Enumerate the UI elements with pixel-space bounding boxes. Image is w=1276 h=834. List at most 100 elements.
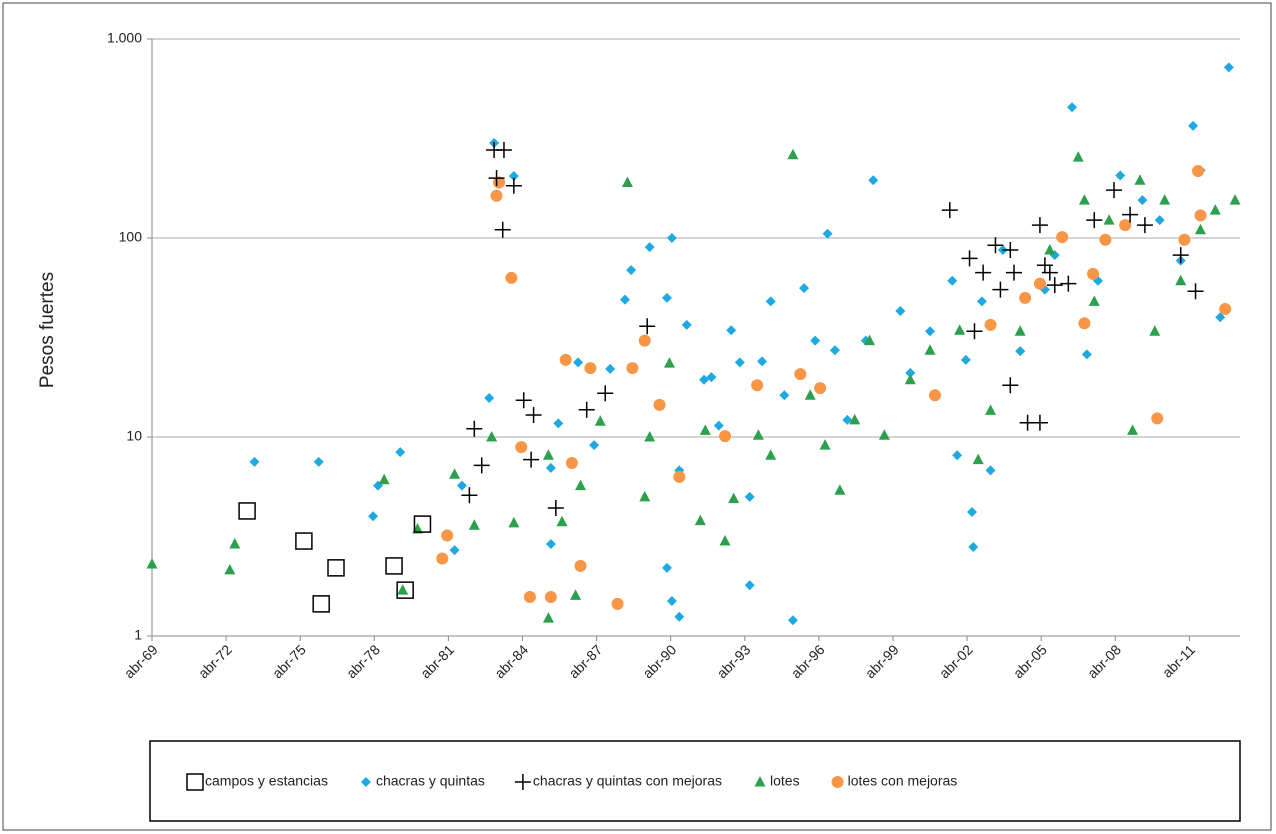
point bbox=[673, 470, 686, 483]
point bbox=[327, 559, 345, 577]
point bbox=[822, 228, 833, 239]
point bbox=[1192, 165, 1205, 178]
point bbox=[436, 552, 449, 565]
point bbox=[960, 354, 971, 365]
point bbox=[611, 597, 624, 610]
x-tick-label: abr-11 bbox=[1159, 641, 1198, 680]
point bbox=[787, 148, 799, 160]
point bbox=[249, 456, 260, 467]
point bbox=[573, 357, 584, 368]
point bbox=[638, 334, 651, 347]
point bbox=[878, 429, 890, 440]
point bbox=[1188, 120, 1199, 131]
point bbox=[849, 413, 861, 425]
point bbox=[313, 456, 324, 467]
point bbox=[868, 175, 879, 186]
point bbox=[972, 453, 984, 465]
point bbox=[992, 281, 1009, 298]
point bbox=[787, 615, 798, 626]
point bbox=[508, 516, 520, 528]
point bbox=[589, 440, 600, 451]
point bbox=[575, 479, 587, 491]
point bbox=[523, 451, 540, 468]
point bbox=[644, 431, 656, 442]
point bbox=[413, 515, 432, 533]
point bbox=[626, 265, 637, 276]
point bbox=[985, 404, 997, 415]
x-tick-label: abr-05 bbox=[1010, 641, 1050, 681]
point bbox=[626, 362, 639, 375]
point bbox=[751, 379, 764, 392]
point bbox=[1031, 217, 1048, 234]
point bbox=[565, 457, 578, 470]
point bbox=[556, 515, 568, 527]
point bbox=[794, 368, 807, 381]
point bbox=[1229, 194, 1241, 205]
point bbox=[525, 406, 542, 423]
point bbox=[1078, 194, 1090, 205]
point bbox=[468, 519, 480, 530]
point bbox=[1194, 209, 1207, 222]
point bbox=[547, 499, 564, 516]
point bbox=[1159, 194, 1171, 205]
point bbox=[639, 490, 651, 502]
point bbox=[1172, 247, 1189, 264]
point bbox=[395, 447, 406, 458]
point bbox=[396, 581, 414, 599]
point bbox=[706, 372, 717, 383]
point bbox=[663, 357, 675, 368]
x-tick-label: abr-87 bbox=[565, 641, 605, 681]
point bbox=[1041, 264, 1058, 281]
point bbox=[895, 305, 906, 316]
point bbox=[486, 141, 503, 158]
point bbox=[1149, 325, 1161, 336]
point bbox=[925, 326, 936, 337]
point bbox=[966, 323, 983, 340]
point bbox=[1175, 274, 1187, 286]
point bbox=[904, 373, 916, 385]
point bbox=[545, 462, 556, 473]
point bbox=[644, 242, 655, 253]
point bbox=[1087, 267, 1100, 280]
point bbox=[1067, 102, 1078, 113]
legend-marker bbox=[360, 777, 371, 787]
point bbox=[661, 562, 672, 573]
point bbox=[699, 374, 710, 385]
point bbox=[734, 357, 745, 368]
x-tick-label: abr-96 bbox=[788, 641, 828, 681]
y-tick-label: 100 bbox=[119, 229, 143, 245]
x-tick-label: abr-84 bbox=[491, 641, 531, 681]
legend-marker bbox=[831, 776, 844, 788]
point bbox=[1136, 217, 1153, 234]
x-tick-label: abr-02 bbox=[936, 641, 976, 681]
point bbox=[584, 362, 597, 375]
point bbox=[570, 589, 582, 600]
point bbox=[726, 325, 737, 336]
point bbox=[1033, 277, 1046, 290]
point bbox=[1072, 151, 1084, 162]
point bbox=[653, 398, 666, 411]
point bbox=[1127, 424, 1139, 435]
point bbox=[449, 468, 461, 479]
y-tick-label: 1.000 bbox=[107, 30, 142, 46]
point bbox=[1046, 277, 1063, 294]
point bbox=[523, 591, 536, 604]
point bbox=[744, 580, 755, 591]
point bbox=[449, 545, 460, 556]
point bbox=[1081, 349, 1092, 360]
point bbox=[490, 189, 503, 202]
y-tick-label: 10 bbox=[126, 428, 142, 444]
point bbox=[1006, 264, 1022, 281]
point bbox=[842, 414, 853, 425]
legend-label: chacras y quintas con mejoras bbox=[533, 773, 722, 789]
point bbox=[779, 390, 790, 401]
legend-marker bbox=[754, 776, 766, 787]
point bbox=[713, 420, 724, 431]
point bbox=[505, 271, 518, 284]
point bbox=[1119, 219, 1132, 232]
point bbox=[238, 502, 256, 520]
point bbox=[1223, 62, 1234, 73]
point bbox=[752, 429, 764, 440]
point bbox=[814, 382, 827, 395]
